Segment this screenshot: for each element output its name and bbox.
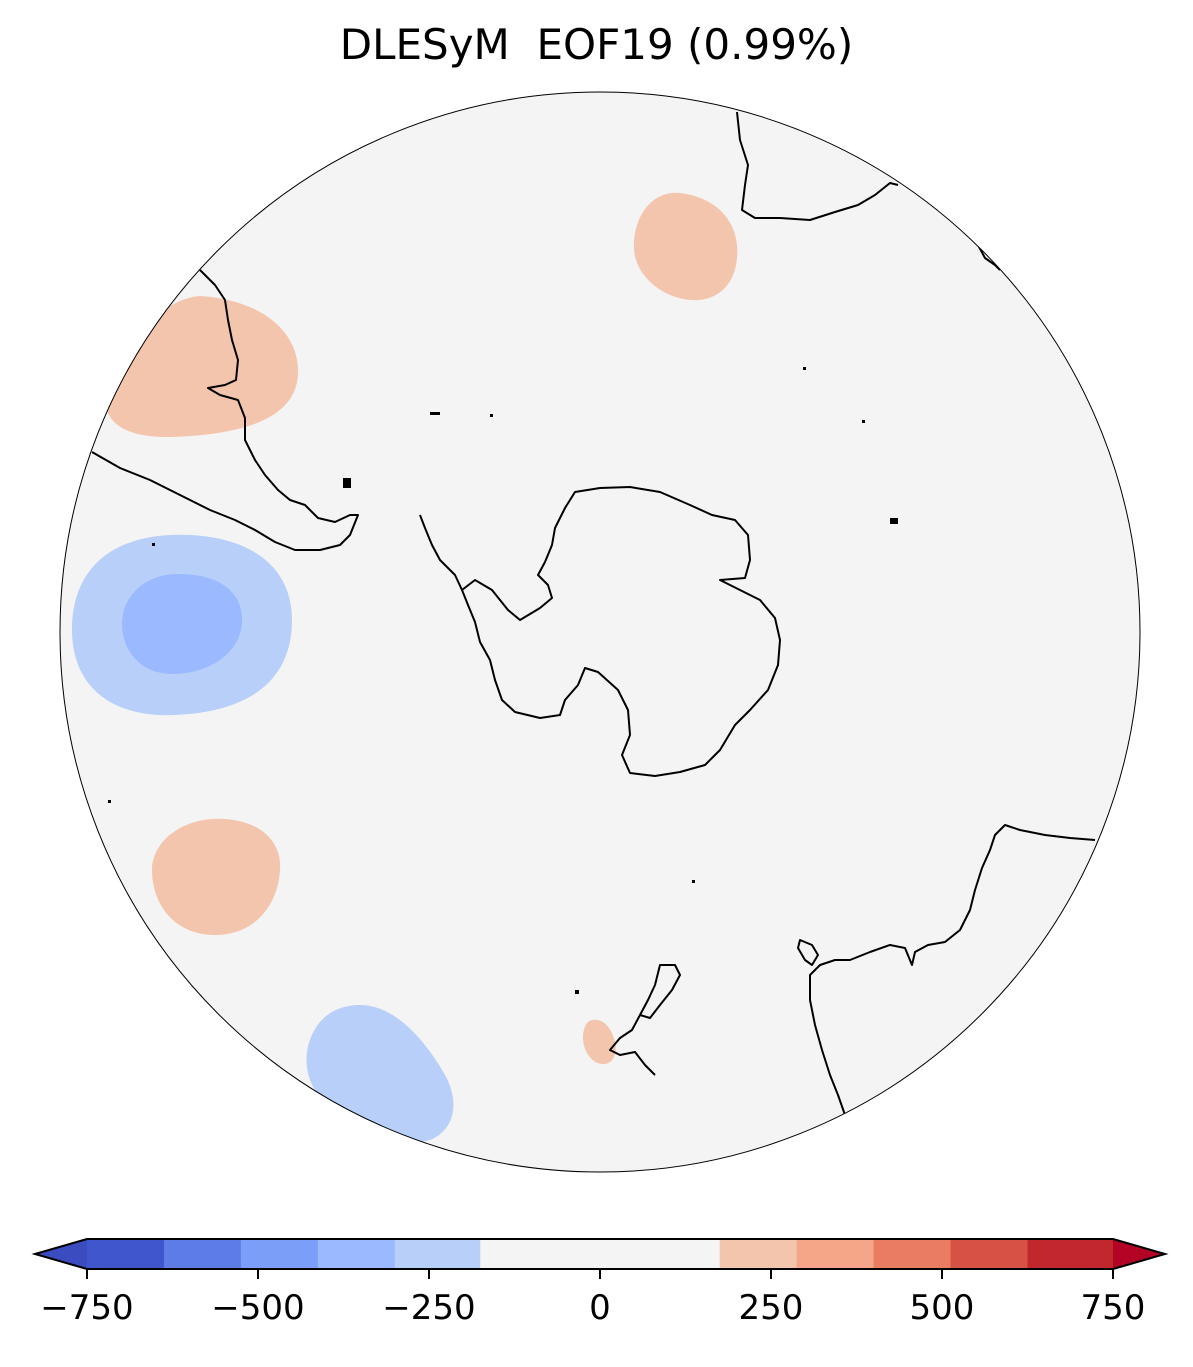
colorbar-segment bbox=[950, 1239, 1028, 1269]
coastline-antarctica bbox=[461, 486, 781, 777]
colorbar-ticks: −750 −500 −250 0 250 500 750 bbox=[40, 1269, 1145, 1328]
colorbar-tick-label: −750 bbox=[40, 1288, 133, 1328]
coastline-madagascar bbox=[977, 244, 1001, 271]
island-chatham bbox=[108, 800, 111, 803]
island-macquarie bbox=[692, 880, 695, 883]
colorbar-segment bbox=[394, 1239, 481, 1269]
colorbar-segment bbox=[796, 1239, 875, 1269]
colorbar-segment bbox=[87, 1239, 165, 1269]
coastline-new-zealand-north bbox=[639, 964, 681, 1019]
islands bbox=[108, 367, 898, 994]
colorbar-tick-label: 500 bbox=[910, 1288, 975, 1328]
positive-anomaly-tasman-sea bbox=[152, 818, 281, 935]
coastline-antarctic-peninsula bbox=[419, 514, 463, 591]
coastline-africa bbox=[736, 111, 899, 221]
island-juan-fernandez bbox=[152, 543, 155, 546]
coastline-australia bbox=[809, 824, 1096, 1116]
island-south-sandwich bbox=[490, 414, 493, 417]
colorbar-segment bbox=[480, 1239, 721, 1269]
island-kerguelen bbox=[862, 420, 865, 423]
colorbar-segment bbox=[240, 1239, 319, 1269]
colorbar-tick-label: 0 bbox=[589, 1288, 611, 1328]
coastline-south-america bbox=[91, 269, 359, 551]
colorbar-segment bbox=[163, 1239, 242, 1269]
colorbar-tick-label: −500 bbox=[211, 1288, 304, 1328]
page-title: DLESyM EOF19 (0.99%) bbox=[339, 20, 854, 69]
colorbar-extend-low bbox=[35, 1239, 87, 1269]
colorbar-tick-label: −250 bbox=[382, 1288, 475, 1328]
colorbar-segment bbox=[873, 1239, 952, 1269]
island-heard bbox=[890, 518, 898, 524]
positive-anomaly-south-america bbox=[105, 296, 299, 438]
island-bouvet bbox=[803, 367, 806, 370]
colorbar-tick-label: 750 bbox=[1081, 1288, 1146, 1328]
coastlines bbox=[91, 111, 1096, 1116]
colorbar-extend-high bbox=[1113, 1239, 1165, 1269]
coastline-new-zealand-south bbox=[609, 1014, 656, 1076]
positive-anomaly-new-zealand bbox=[582, 1019, 616, 1065]
colorbar-segment bbox=[719, 1239, 798, 1269]
colorbar-tick-label: 250 bbox=[739, 1288, 804, 1328]
map-disc bbox=[60, 92, 1140, 1172]
colorbar-segment bbox=[1027, 1239, 1114, 1269]
island-falklands bbox=[343, 478, 351, 488]
island-south-georgia bbox=[430, 412, 440, 415]
positive-anomaly-indian-ocean-north bbox=[633, 192, 738, 301]
colorbar-segments bbox=[87, 1239, 1114, 1269]
island-auckland bbox=[575, 990, 579, 994]
map-boundary bbox=[59, 91, 1141, 1173]
coastline-tasmania bbox=[797, 939, 819, 966]
colorbar-segment bbox=[317, 1239, 396, 1269]
negative-anomaly-south-pacific-core bbox=[122, 574, 242, 674]
